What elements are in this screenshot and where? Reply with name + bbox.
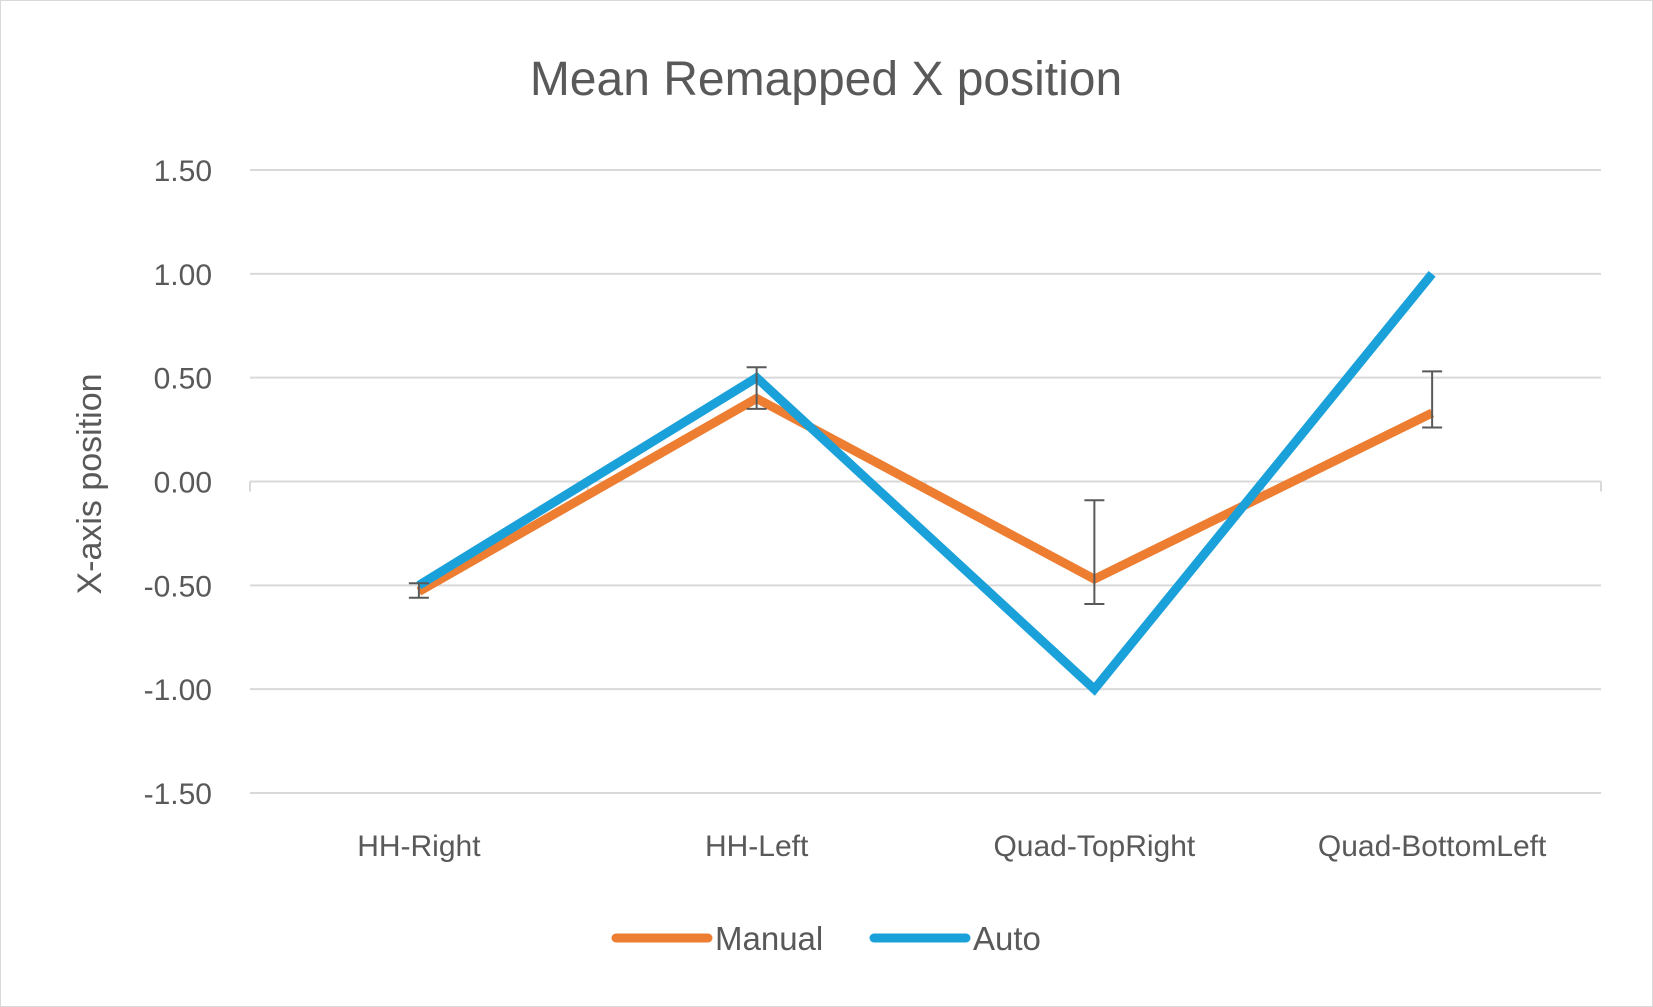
y-tick-label: -1.50 [144,778,212,811]
y-axis-title: X-axis position [71,373,109,594]
legend: Manual Auto [611,920,1041,957]
x-tick-label: Quad-BottomLeft [1318,830,1547,863]
x-tick-labels: HH-Right HH-Left Quad-TopRight Quad-BottomL… [357,830,1547,863]
x-tick-label: HH-Right [357,830,481,863]
y-tick-labels: 1.50 1.00 0.50 0.00 -0.50 -1.00 -1.50 [144,155,212,811]
legend-label-auto: Auto [973,920,1041,957]
legend-label-manual: Manual [715,920,823,957]
x-tick-label: Quad-TopRight [993,830,1195,863]
error-bars [408,366,1443,606]
chart-title: Mean Remapped X position [530,53,1122,106]
y-tick-label: -0.50 [144,570,212,603]
y-tick-label: 0.00 [154,467,212,500]
y-tick-label: 0.50 [154,363,212,396]
gridlines [249,169,1602,794]
y-tick-label: -1.00 [144,674,212,707]
series-line-manual [416,393,1435,596]
y-tick-label: 1.00 [154,259,212,292]
series-line-auto [416,270,1436,696]
x-tick-label: HH-Left [705,830,809,863]
y-tick-label: 1.50 [154,155,212,188]
